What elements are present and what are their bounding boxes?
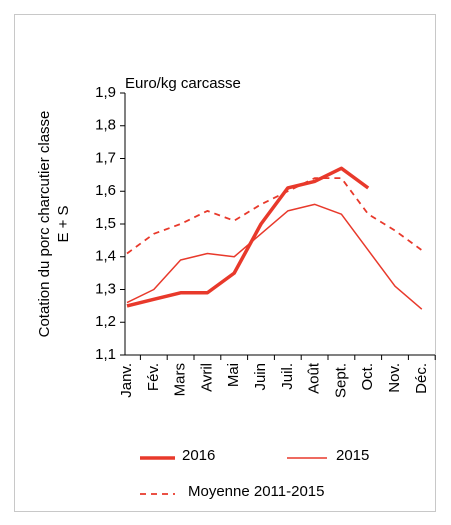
x-tick-label: Oct.	[359, 363, 376, 391]
y-axis-label-line: E + S	[55, 205, 72, 242]
x-tick-label: Août	[306, 362, 323, 394]
x-tick-label: Fév.	[145, 363, 162, 391]
y-tick-label: 1,1	[95, 346, 116, 363]
y-tick-label: 1,3	[95, 280, 116, 297]
y-tick-label: 1,2	[95, 313, 116, 330]
x-tick-label: Juin	[252, 363, 269, 391]
legend-label: 2015	[336, 447, 369, 464]
x-tick-label: Déc.	[413, 363, 430, 394]
series-line	[126, 166, 370, 308]
x-tick-label: Janv.	[118, 363, 135, 398]
x-tick-label: Juil.	[279, 363, 296, 390]
y-tick-label: 1,5	[95, 215, 116, 232]
y-tick-label: 1,8	[95, 117, 116, 134]
y-axis-label: Cotation du porc charcutier classe E + S	[36, 111, 72, 338]
x-tick-label: Mai	[225, 363, 242, 387]
legend-label: 2016	[182, 447, 215, 464]
x-tick-label: Sept.	[332, 363, 349, 398]
series-line	[126, 177, 423, 255]
x-tick-label: Mars	[172, 363, 189, 396]
series-line	[126, 203, 423, 310]
y-tick-label: 1,4	[95, 248, 116, 265]
y-tick-label: 1,9	[95, 84, 116, 101]
y-tick-label: 1,7	[95, 149, 116, 166]
unit-label: Euro/kg carcasse	[125, 75, 241, 92]
y-tick-label: 1,6	[95, 182, 116, 199]
frame	[14, 14, 436, 512]
legend-label: Moyenne 2011-2015	[188, 483, 325, 500]
y-axis-label-line: Cotation du porc charcutier classe	[36, 111, 53, 338]
x-tick-label: Nov.	[386, 363, 403, 393]
x-tick-label: Avril	[198, 363, 215, 392]
